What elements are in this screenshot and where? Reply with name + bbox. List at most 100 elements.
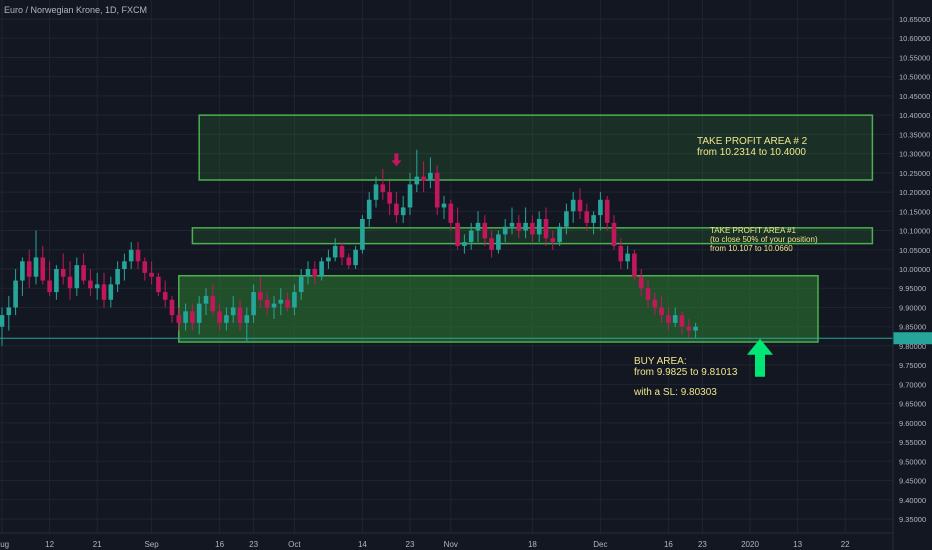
y-tick-label: 9.90000 bbox=[899, 303, 926, 312]
candle-body bbox=[598, 199, 603, 216]
x-tick-label: 18 bbox=[528, 540, 537, 549]
candle-body bbox=[108, 284, 114, 300]
candle-body bbox=[298, 276, 304, 293]
candle-body bbox=[47, 280, 52, 293]
candle-body bbox=[264, 299, 270, 308]
y-tick-label: 9.40000 bbox=[899, 496, 926, 505]
tp1-line2: (to close 50% of your position) bbox=[710, 235, 818, 244]
candle-body bbox=[210, 295, 216, 312]
candle-body bbox=[74, 265, 80, 289]
candle-body bbox=[570, 199, 576, 212]
candle-body bbox=[101, 284, 107, 300]
x-tick-label: Nov bbox=[444, 540, 458, 549]
candle-body bbox=[373, 184, 379, 200]
x-tick-label: 12 bbox=[45, 540, 54, 549]
candle-body bbox=[366, 199, 372, 219]
candle-body bbox=[271, 303, 277, 308]
candle-body bbox=[190, 311, 195, 323]
y-tick-label: 10.40000 bbox=[899, 111, 930, 120]
y-tick-label: 10.45000 bbox=[899, 92, 930, 101]
y-tick-label: 10.55000 bbox=[899, 53, 930, 62]
candle-body bbox=[353, 249, 358, 266]
candle-body bbox=[94, 284, 100, 289]
candle-body bbox=[81, 265, 86, 281]
x-tick-label: 14 bbox=[358, 540, 367, 549]
candle-body bbox=[196, 303, 202, 323]
candle-body bbox=[407, 184, 413, 208]
candle-body bbox=[686, 326, 692, 331]
y-tick-label: 9.65000 bbox=[899, 400, 926, 409]
x-tick-label: 23 bbox=[406, 540, 415, 549]
candle-body bbox=[516, 222, 522, 231]
candle-body bbox=[536, 219, 542, 235]
x-tick-label: 23 bbox=[698, 540, 707, 549]
x-tick-label: 22 bbox=[841, 540, 850, 549]
x-tick-label: 16 bbox=[664, 540, 673, 549]
candle-body bbox=[666, 315, 671, 323]
candle-body bbox=[448, 203, 454, 223]
tp1-line1: TAKE PROFIT AREA #1 bbox=[710, 226, 796, 235]
candle-body bbox=[523, 222, 528, 231]
tp1-line3: from 10.107 to 10.0660 bbox=[710, 244, 793, 253]
candle-body bbox=[285, 299, 290, 308]
candle-body bbox=[462, 242, 467, 246]
candle-body bbox=[543, 219, 549, 239]
candle-body bbox=[176, 315, 182, 323]
candle-body bbox=[230, 307, 236, 316]
candle-body bbox=[693, 326, 698, 331]
tp1-annotation: TAKE PROFIT AREA #1 (to close 50% of your… bbox=[710, 226, 818, 253]
x-tick-label: 21 bbox=[93, 540, 102, 549]
candle-body bbox=[441, 203, 447, 208]
candle-body bbox=[237, 307, 243, 323]
candle-body bbox=[20, 261, 25, 281]
candle-body bbox=[509, 222, 515, 227]
y-tick-label: 9.55000 bbox=[899, 438, 926, 447]
up-arrow-icon bbox=[747, 338, 773, 377]
x-tick-label: 16 bbox=[215, 540, 224, 549]
candle-body bbox=[659, 307, 664, 316]
candle-body bbox=[530, 222, 535, 235]
candle-body bbox=[149, 272, 154, 277]
candle-body bbox=[292, 292, 297, 308]
candle-body bbox=[346, 257, 352, 266]
candle-body bbox=[591, 215, 596, 223]
tp2-line2: from 10.2314 to 10.4000 bbox=[697, 147, 806, 158]
candle-body bbox=[0, 315, 5, 327]
grid bbox=[0, 0, 893, 533]
candle-body bbox=[169, 299, 175, 316]
candle-body bbox=[645, 288, 651, 300]
candle-body bbox=[217, 311, 222, 323]
y-tick-label: 10.60000 bbox=[899, 34, 930, 43]
candle-body bbox=[428, 172, 433, 181]
chart-title: Euro / Norwegian Krone, 1D, FXCM bbox=[4, 5, 148, 15]
candle-body bbox=[577, 199, 583, 212]
candle-body bbox=[638, 276, 644, 289]
tp2-line1: TAKE PROFIT AREA # 2 bbox=[697, 136, 808, 147]
y-tick-label: 10.00000 bbox=[899, 265, 930, 274]
arrows bbox=[391, 153, 773, 377]
candle-body bbox=[224, 315, 229, 323]
candle-body bbox=[618, 245, 624, 262]
y-tick-label: 10.15000 bbox=[899, 207, 930, 216]
candle-body bbox=[455, 222, 460, 246]
candle-body bbox=[380, 184, 386, 193]
candle-body bbox=[258, 292, 263, 300]
x-tick-label: 2020 bbox=[741, 540, 759, 549]
candle-body bbox=[115, 269, 120, 285]
buy-line1: BUY AREA: bbox=[634, 356, 687, 367]
candle-body bbox=[611, 222, 617, 246]
candle-body bbox=[305, 269, 311, 277]
candle-body bbox=[60, 269, 66, 277]
candle-body bbox=[387, 192, 392, 204]
candle-body bbox=[557, 226, 562, 243]
candle-body bbox=[135, 249, 141, 262]
y-tick-label: 9.80000 bbox=[899, 342, 926, 351]
buy-annotation: BUY AREA: from 9.9825 to 9.81013 with a SL… bbox=[634, 356, 737, 398]
candle-body bbox=[67, 276, 73, 289]
buy-line2: from 9.9825 to 9.81013 bbox=[634, 367, 738, 378]
y-tick-label: 9.70000 bbox=[899, 380, 926, 389]
candle-body bbox=[128, 249, 134, 262]
y-tick-label: 10.50000 bbox=[899, 73, 930, 82]
candle-body bbox=[312, 269, 318, 277]
